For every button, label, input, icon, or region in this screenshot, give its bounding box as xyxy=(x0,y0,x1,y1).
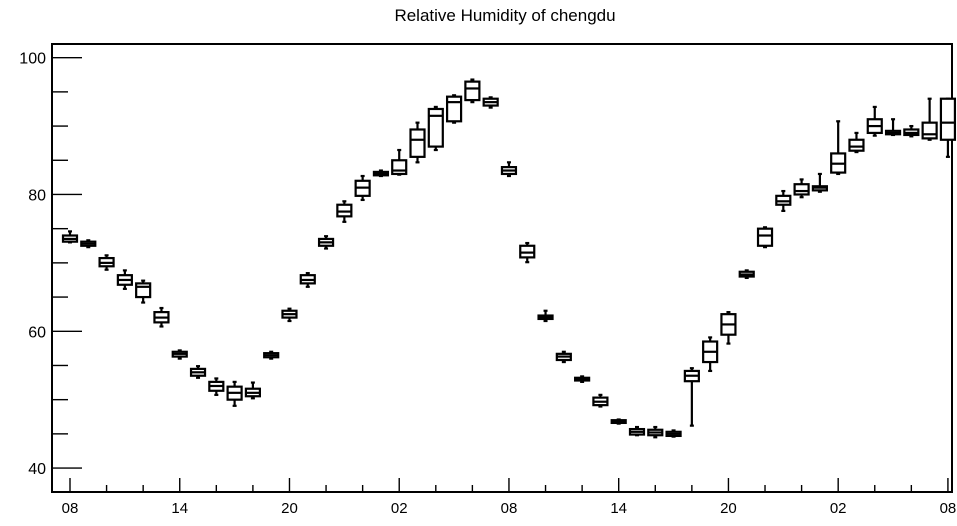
box-plot-item xyxy=(519,241,536,264)
box-plot-item xyxy=(665,429,682,438)
box-plot-item xyxy=(720,311,737,345)
axes: 40 60 80 100 08 14 20 02 08 14 20 02 08 xyxy=(19,43,957,517)
x-tick-label: 20 xyxy=(720,500,737,517)
box-plot-item xyxy=(683,367,700,427)
box-plot-item xyxy=(811,172,828,193)
box-plot-item xyxy=(775,189,792,212)
iqr-box xyxy=(793,183,810,196)
box-plot-item xyxy=(830,120,847,176)
box-plot-item xyxy=(445,94,463,124)
box-plot-item xyxy=(391,148,408,176)
x-tick-label: 08 xyxy=(501,500,518,517)
iqr-box xyxy=(445,95,463,123)
box-plot-item xyxy=(61,230,79,244)
box-series xyxy=(61,78,957,439)
box-plot-item xyxy=(208,377,225,396)
iqr-box xyxy=(464,80,481,102)
box-plot-item xyxy=(372,169,390,178)
box-plot-item xyxy=(628,425,646,437)
box-plot-item xyxy=(848,131,865,154)
box-plot-item xyxy=(354,174,371,202)
iqr-box xyxy=(391,159,408,176)
box-plot-item xyxy=(299,272,316,288)
box-plot-item xyxy=(647,425,664,439)
iqr-box xyxy=(409,128,426,158)
box-plot-item xyxy=(336,200,353,223)
x-tick-label: 08 xyxy=(62,500,79,517)
box-plot-item xyxy=(482,96,499,109)
box-plot-item xyxy=(226,380,243,407)
iqr-box xyxy=(939,97,957,141)
box-plot-item xyxy=(427,105,444,152)
box-plot-item xyxy=(793,178,810,199)
box-plot-item xyxy=(263,350,280,360)
x-tick-label: 14 xyxy=(171,500,188,517)
x-tick-label: 02 xyxy=(830,500,847,517)
iqr-box xyxy=(921,121,938,140)
box-plot-item xyxy=(317,235,335,250)
box-plot-item xyxy=(80,239,97,249)
x-tick-label: 20 xyxy=(281,500,298,517)
chart-title: Relative Humidity of chengdu xyxy=(394,6,615,25)
iqr-box xyxy=(756,227,774,247)
box-plot-item xyxy=(153,306,170,328)
x-tick-label: 08 xyxy=(940,500,957,517)
box-plot-item xyxy=(738,269,755,280)
box-plot-item xyxy=(939,97,957,158)
box-plot-item xyxy=(135,279,152,304)
box-plot-item xyxy=(610,418,627,425)
box-plot-item xyxy=(555,350,572,364)
iqr-box xyxy=(427,107,444,148)
box-plot-item xyxy=(189,365,207,379)
box-plot-item xyxy=(500,161,518,178)
box-plot-item xyxy=(592,393,609,408)
box-plot-item xyxy=(921,97,938,141)
plot-frame xyxy=(51,43,953,493)
box-plot-item xyxy=(884,118,902,137)
box-plot-item xyxy=(866,105,883,137)
y-tick-label: 80 xyxy=(28,187,46,204)
box-plot-item xyxy=(702,336,719,373)
iqr-box xyxy=(848,138,865,152)
box-plot-item xyxy=(98,254,115,271)
y-tick-label: 100 xyxy=(19,51,46,68)
box-plot-item xyxy=(244,381,261,400)
x-tick-label: 02 xyxy=(391,500,408,517)
box-plot-item xyxy=(537,309,554,323)
box-plot-item xyxy=(171,349,188,360)
box-plot-item xyxy=(903,124,920,138)
box-plot-item xyxy=(464,78,481,104)
x-tick-label: 14 xyxy=(610,500,627,517)
y-tick-label: 60 xyxy=(28,324,46,341)
iqr-box xyxy=(135,282,152,299)
box-plot-item xyxy=(281,307,298,323)
box-plot-item xyxy=(409,121,426,164)
y-tick-label: 40 xyxy=(28,461,46,478)
box-plot-item xyxy=(756,226,774,249)
box-plot-item xyxy=(574,375,591,383)
box-plot-item xyxy=(116,269,133,290)
